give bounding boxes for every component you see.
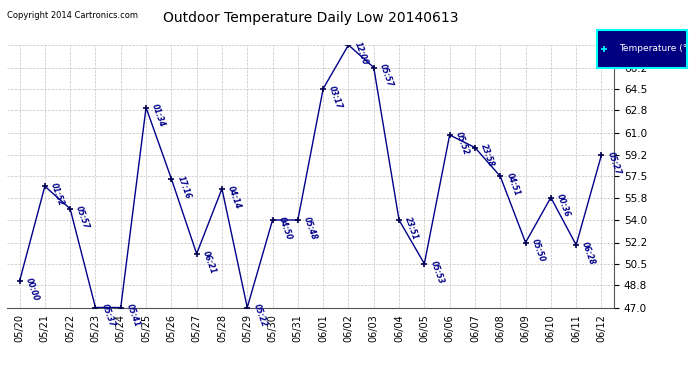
Text: 05:57: 05:57	[75, 204, 91, 230]
Text: 04:14: 04:14	[226, 184, 243, 210]
Text: 05:57: 05:57	[378, 63, 395, 88]
Text: Temperature (°F): Temperature (°F)	[620, 44, 690, 53]
Text: 05:27: 05:27	[606, 150, 622, 176]
Text: 17:16: 17:16	[175, 174, 193, 200]
Text: 04:50: 04:50	[277, 216, 293, 241]
Text: 05:37: 05:37	[99, 303, 117, 328]
Text: 05:53: 05:53	[428, 259, 445, 285]
Text: 06:28: 06:28	[580, 240, 597, 266]
Text: 00:00: 00:00	[23, 277, 41, 302]
Text: 05:50: 05:50	[530, 238, 546, 264]
Text: Outdoor Temperature Daily Low 20140613: Outdoor Temperature Daily Low 20140613	[163, 11, 458, 25]
Text: 23:58: 23:58	[479, 143, 496, 169]
Text: 03:17: 03:17	[327, 84, 344, 110]
Text: 06:21: 06:21	[201, 249, 217, 275]
Text: 05:52: 05:52	[454, 130, 471, 156]
Text: 01:34: 01:34	[150, 103, 167, 129]
Text: 00:36: 00:36	[555, 193, 572, 219]
Text: Copyright 2014 Cartronics.com: Copyright 2014 Cartronics.com	[7, 11, 138, 20]
Text: 01:52: 01:52	[49, 182, 66, 207]
Text: 04:51: 04:51	[504, 172, 521, 197]
Text: 05:41: 05:41	[125, 303, 141, 328]
Text: 05:22: 05:22	[251, 303, 268, 328]
Text: 05:48: 05:48	[302, 216, 319, 241]
Text: 12:00: 12:00	[353, 40, 369, 66]
Text: 23:51: 23:51	[403, 216, 420, 241]
